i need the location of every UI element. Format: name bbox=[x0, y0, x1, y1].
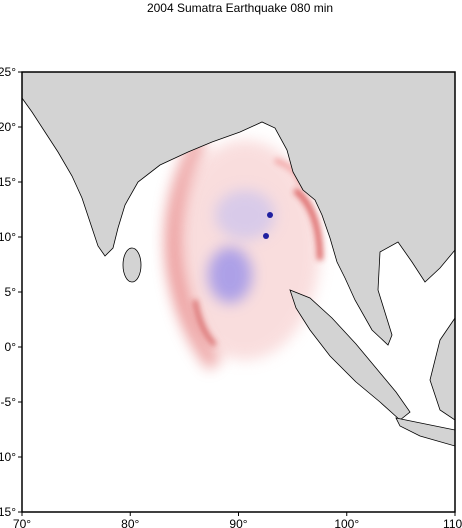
map-area bbox=[22, 72, 455, 447]
lat-tick-label: 5° bbox=[5, 285, 17, 299]
lat-tick-label: -10° bbox=[0, 450, 16, 464]
lat-tick-label: -15° bbox=[0, 505, 16, 519]
lat-tick-label: 10° bbox=[0, 230, 16, 244]
lon-tick-label: 70° bbox=[13, 517, 31, 528]
lon-tick-label: 80° bbox=[121, 517, 139, 528]
lat-tick-label: 20° bbox=[0, 120, 16, 134]
land bbox=[22, 72, 455, 447]
lat-tick-label: -5° bbox=[1, 395, 17, 409]
lat-tick-label: 15° bbox=[0, 175, 16, 189]
lat-tick-label: 0° bbox=[5, 340, 17, 354]
tsunami-wave bbox=[164, 135, 323, 371]
map-title: 2004 Sumatra Earthquake 080 min bbox=[147, 1, 333, 15]
lon-tick-label: 100° bbox=[334, 517, 359, 528]
lon-tick-label: 90° bbox=[229, 517, 247, 528]
lon-tick-label: 110° bbox=[443, 517, 462, 528]
lat-tick-label: 25° bbox=[0, 65, 16, 79]
